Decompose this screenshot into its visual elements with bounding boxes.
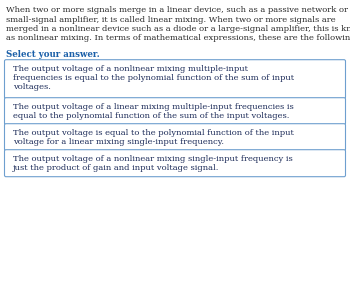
FancyBboxPatch shape [5, 98, 345, 125]
Text: Select your answer.: Select your answer. [6, 50, 100, 59]
Text: just the product of gain and input voltage signal.: just the product of gain and input volta… [13, 164, 219, 172]
Text: equal to the polynomial function of the sum of the input voltages.: equal to the polynomial function of the … [13, 112, 289, 120]
Text: as nonlinear mixing. In terms of mathematical expressions, these are the followi: as nonlinear mixing. In terms of mathema… [6, 34, 350, 42]
Text: The output voltage of a linear mixing multiple-input frequencies is: The output voltage of a linear mixing mu… [13, 103, 294, 111]
Text: The output voltage is equal to the polynomial function of the input: The output voltage is equal to the polyn… [13, 129, 294, 137]
Text: The output voltage of a nonlinear mixing multiple-input: The output voltage of a nonlinear mixing… [13, 65, 248, 73]
FancyBboxPatch shape [5, 60, 345, 99]
Text: When two or more signals merge in a linear device, such as a passive network or : When two or more signals merge in a line… [6, 6, 350, 14]
Text: The output voltage of a nonlinear mixing single-input frequency is: The output voltage of a nonlinear mixing… [13, 155, 293, 163]
FancyBboxPatch shape [5, 124, 345, 151]
Text: frequencies is equal to the polynomial function of the sum of input: frequencies is equal to the polynomial f… [13, 74, 294, 82]
Text: voltages.: voltages. [13, 83, 51, 91]
FancyBboxPatch shape [5, 150, 345, 177]
Text: merged in a nonlinear device such as a diode or a large-signal amplifier, this i: merged in a nonlinear device such as a d… [6, 25, 350, 33]
Text: small-signal amplifier, it is called linear mixing. When two or more signals are: small-signal amplifier, it is called lin… [6, 16, 336, 23]
Text: voltage for a linear mixing single-input frequency.: voltage for a linear mixing single-input… [13, 138, 224, 146]
